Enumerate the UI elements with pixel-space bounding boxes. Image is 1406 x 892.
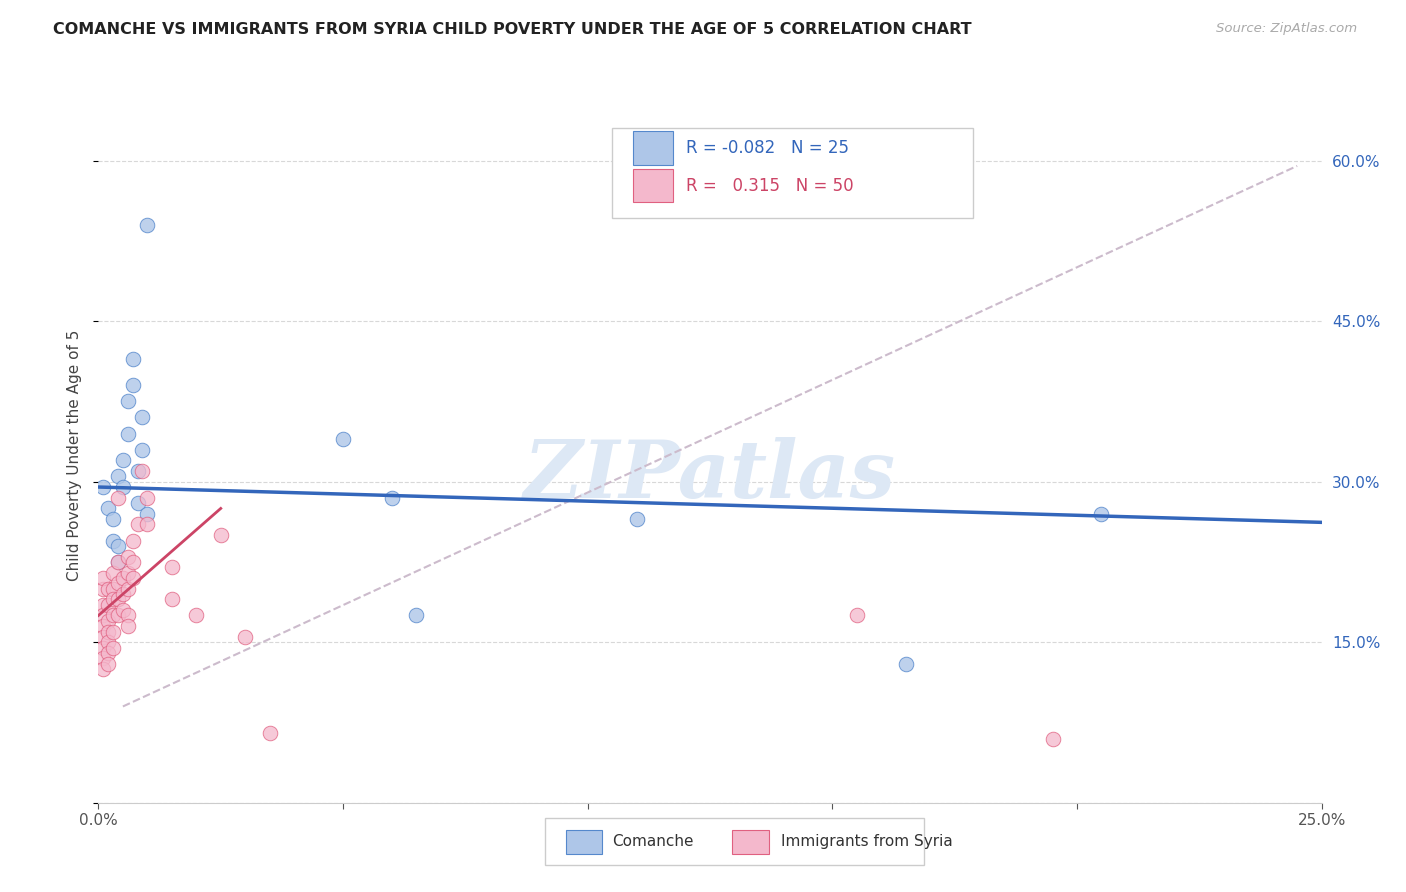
Point — [107, 555, 129, 569]
Point — [894, 657, 917, 671]
Text: R = -0.082   N = 25: R = -0.082 N = 25 — [686, 139, 849, 157]
Point — [121, 555, 143, 569]
Point — [111, 587, 134, 601]
Point — [101, 640, 124, 655]
Point — [91, 619, 114, 633]
Point — [107, 469, 129, 483]
Point — [381, 491, 404, 505]
Point — [107, 491, 129, 505]
Point — [259, 726, 281, 740]
Text: COMANCHE VS IMMIGRANTS FROM SYRIA CHILD POVERTY UNDER THE AGE OF 5 CORRELATION C: COMANCHE VS IMMIGRANTS FROM SYRIA CHILD … — [53, 22, 972, 37]
Point — [160, 592, 183, 607]
Text: R =   0.315   N = 50: R = 0.315 N = 50 — [686, 177, 853, 194]
Point — [91, 480, 114, 494]
Point — [845, 608, 868, 623]
Point — [107, 555, 129, 569]
Text: ZIPatlas: ZIPatlas — [524, 437, 896, 515]
Point — [91, 571, 114, 585]
Point — [97, 501, 120, 516]
Point — [107, 592, 129, 607]
Point — [136, 218, 159, 232]
Point — [107, 539, 129, 553]
Point — [111, 480, 134, 494]
Point — [1042, 731, 1064, 746]
Point — [332, 432, 354, 446]
Text: Immigrants from Syria: Immigrants from Syria — [780, 834, 953, 849]
Point — [97, 635, 120, 649]
Point — [131, 442, 153, 457]
Point — [186, 608, 208, 623]
Point — [121, 378, 143, 392]
FancyBboxPatch shape — [612, 128, 973, 219]
Point — [91, 598, 114, 612]
Point — [101, 592, 124, 607]
Point — [91, 608, 114, 623]
Point — [101, 624, 124, 639]
Point — [117, 582, 139, 596]
Point — [97, 624, 120, 639]
Point — [117, 608, 139, 623]
FancyBboxPatch shape — [733, 830, 769, 854]
Point — [111, 571, 134, 585]
Point — [91, 640, 114, 655]
Point — [97, 657, 120, 671]
Point — [101, 566, 124, 580]
Point — [97, 598, 120, 612]
Point — [136, 507, 159, 521]
Point — [101, 582, 124, 596]
Point — [127, 464, 149, 478]
Point — [136, 491, 159, 505]
Point — [91, 651, 114, 665]
Point — [233, 630, 256, 644]
Point — [111, 603, 134, 617]
Point — [117, 549, 139, 564]
Point — [121, 533, 143, 548]
Point — [131, 410, 153, 425]
Point — [209, 528, 232, 542]
Point — [121, 351, 143, 366]
Y-axis label: Child Poverty Under the Age of 5: Child Poverty Under the Age of 5 — [67, 329, 83, 581]
Point — [127, 496, 149, 510]
Point — [121, 571, 143, 585]
Point — [97, 646, 120, 660]
Point — [136, 517, 159, 532]
Point — [117, 566, 139, 580]
Point — [117, 394, 139, 409]
Point — [91, 662, 114, 676]
Point — [626, 512, 648, 526]
Point — [91, 630, 114, 644]
Point — [107, 576, 129, 591]
FancyBboxPatch shape — [546, 818, 924, 865]
Point — [1090, 507, 1112, 521]
Point — [160, 560, 183, 574]
Text: Source: ZipAtlas.com: Source: ZipAtlas.com — [1216, 22, 1357, 36]
Point — [101, 608, 124, 623]
Point — [117, 619, 139, 633]
Point — [91, 582, 114, 596]
Point — [405, 608, 427, 623]
Point — [101, 533, 124, 548]
Point — [107, 608, 129, 623]
Point — [97, 582, 120, 596]
Point — [127, 517, 149, 532]
FancyBboxPatch shape — [633, 131, 673, 165]
Text: Comanche: Comanche — [612, 834, 693, 849]
FancyBboxPatch shape — [565, 830, 602, 854]
Point — [117, 426, 139, 441]
Point — [101, 512, 124, 526]
Point — [131, 464, 153, 478]
Point — [111, 453, 134, 467]
FancyBboxPatch shape — [633, 169, 673, 202]
Point — [97, 614, 120, 628]
